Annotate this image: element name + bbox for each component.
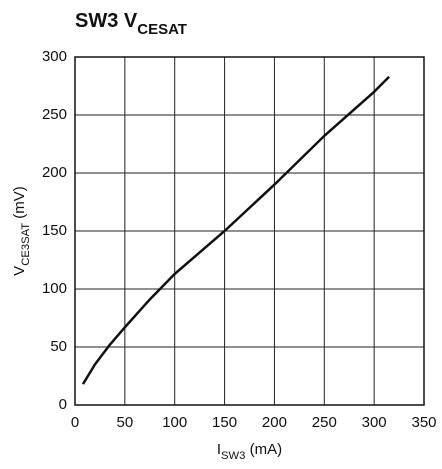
y-tick-label: 50	[50, 338, 67, 355]
chart-title-part: SW3 V	[75, 10, 138, 32]
y-axis-label: VCE3SAT (mV)	[11, 186, 32, 276]
x-axis-label-part: (mA)	[245, 441, 282, 458]
x-tick-label: 350	[411, 414, 436, 431]
plot-frame	[74, 56, 425, 406]
x-tick-label: 150	[212, 414, 237, 431]
y-axis-label-part: V	[11, 266, 28, 276]
y-tick-label: 250	[42, 106, 67, 123]
y-tick-label: 300	[42, 48, 67, 65]
x-tick-label: 100	[162, 414, 187, 431]
chart-title-part: CESAT	[137, 21, 187, 38]
x-axis-label-part: I	[217, 441, 221, 458]
x-tick-label: 200	[262, 414, 287, 431]
y-tick-label: 0	[59, 396, 67, 413]
y-axis-label-part: CE3SAT	[20, 223, 32, 266]
x-axis-label-part: SW3	[221, 450, 245, 462]
x-tick-label: 50	[117, 414, 134, 431]
x-tick-label: 250	[312, 414, 337, 431]
chart-title: SW3 VCESAT	[75, 10, 187, 38]
y-tick-label: 100	[42, 280, 67, 297]
x-tick-label: 0	[71, 414, 79, 431]
data-line	[81, 75, 390, 385]
y-tick-label: 200	[42, 164, 67, 181]
y-tick-label: 150	[42, 222, 67, 239]
y-axis-label-part: (mV)	[11, 186, 28, 223]
x-tick-label: 300	[362, 414, 387, 431]
x-axis-label: ISW3 (mA)	[217, 441, 282, 462]
